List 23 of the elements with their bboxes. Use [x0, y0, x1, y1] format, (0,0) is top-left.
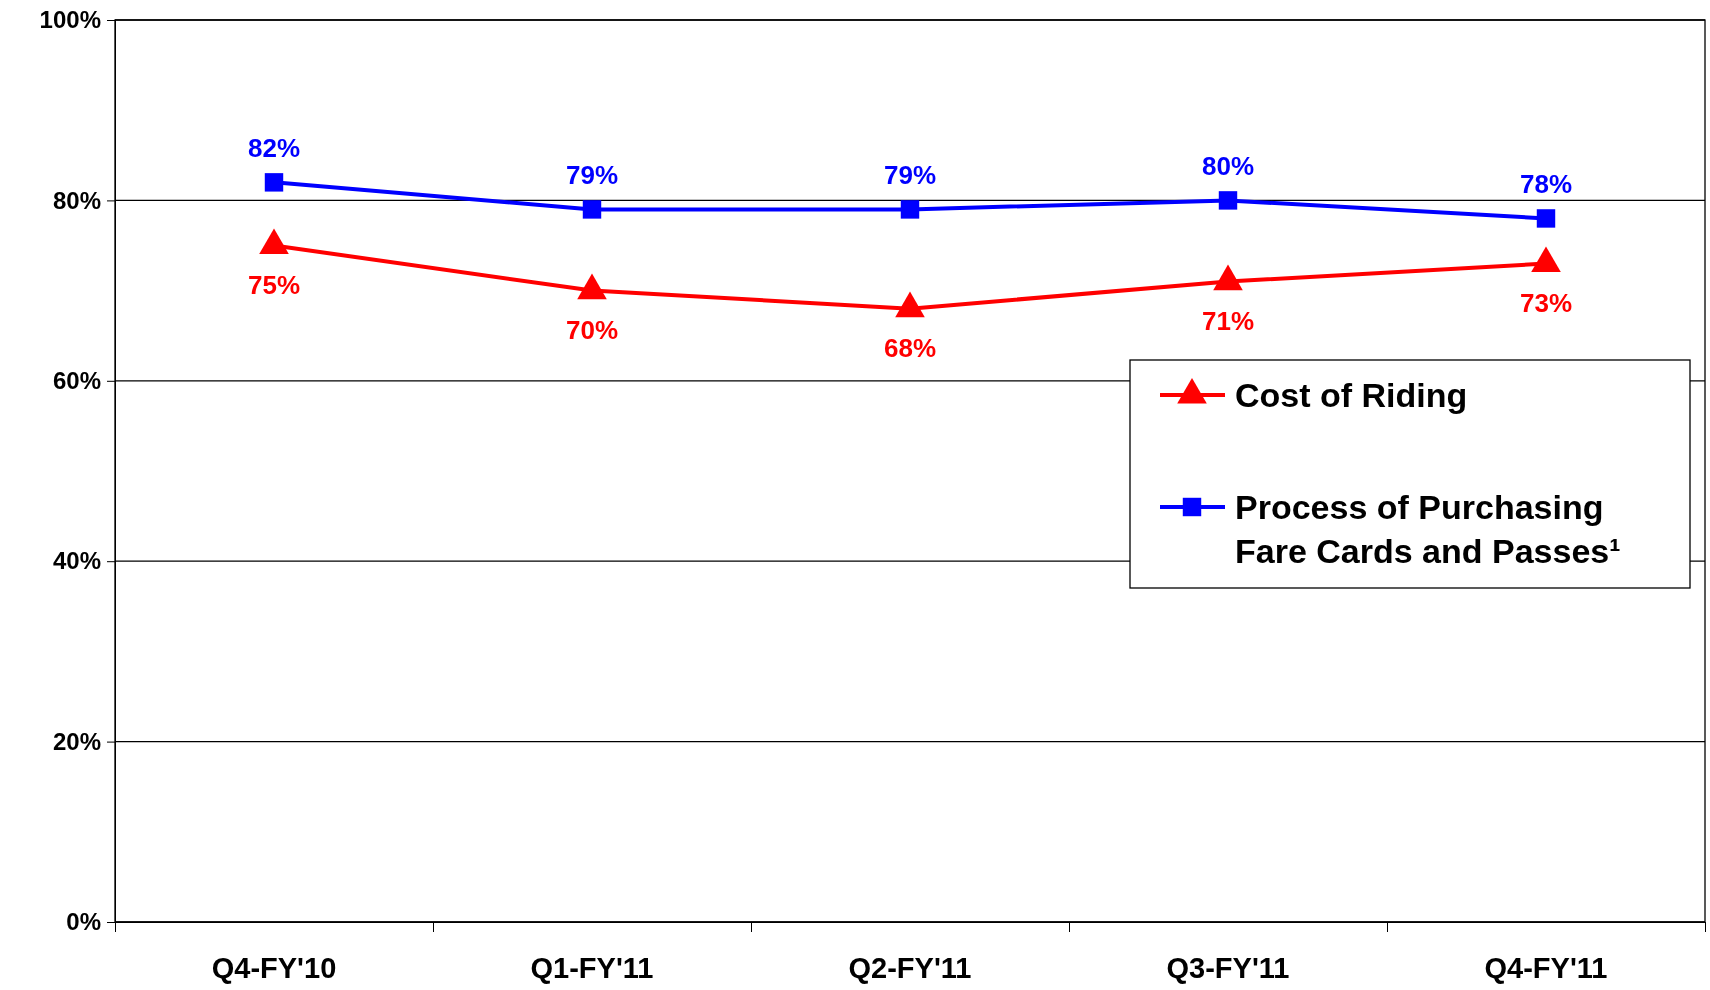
data-label: 71%: [1201, 305, 1255, 336]
x-tick-label: Q1-FY'11: [530, 952, 654, 984]
x-tick-label: Q2-FY'11: [848, 952, 972, 984]
data-label: 68%: [883, 332, 937, 363]
legend-label: Process of Purchasing Fare Cards and Passes¹: [1235, 488, 1621, 570]
y-tick-label: 20%: [52, 727, 101, 755]
x-tick-label: Q4-FY'10: [211, 952, 337, 984]
y-tick-label: 100%: [39, 6, 101, 34]
data-label: 79%: [883, 160, 937, 191]
y-tick-label: 60%: [52, 366, 101, 394]
y-tick-label: 40%: [52, 547, 101, 575]
data-label: 82%: [247, 133, 301, 164]
data-label: 75%: [247, 269, 301, 300]
x-tick-label: Q4-FY'11: [1484, 952, 1608, 984]
y-tick-label: 0%: [66, 908, 101, 936]
data-label: 80%: [1201, 151, 1255, 182]
data-label: 78%: [1519, 169, 1573, 200]
x-tick-label: Q3-FY'11: [1166, 952, 1290, 984]
y-tick-label: 80%: [52, 186, 101, 214]
data-label: 70%: [565, 314, 619, 345]
data-label: 79%: [565, 160, 619, 191]
legend-label: Cost of Riding: [1235, 376, 1468, 414]
data-label: 73%: [1519, 287, 1573, 318]
